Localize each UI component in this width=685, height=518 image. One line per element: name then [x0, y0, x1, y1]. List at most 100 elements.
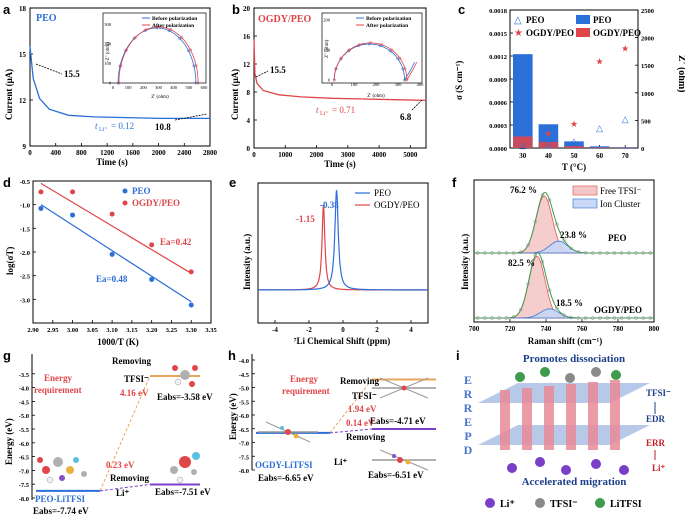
- panel-h-energy2: 0.14 eV: [346, 418, 375, 428]
- panel-a-inset-xtick-label: 100: [125, 85, 133, 90]
- panel-c-bar-ogdy: [589, 147, 610, 148]
- panel-d-point: [38, 205, 44, 211]
- panel-e-ticks: -4 -2 0 2 4: [272, 320, 413, 334]
- panel-i-layer-bottom: [478, 425, 650, 445]
- panel-h-molecule-complex: [258, 421, 318, 443]
- panel-c-bar-ogdy: [513, 136, 533, 148]
- panel-f-bottom-point: [627, 316, 631, 320]
- panel-c-point-peo: △: [519, 140, 526, 150]
- panel-a-inset-xtick-label: 200: [140, 85, 148, 90]
- panel-d-ytick-label: -0.5: [20, 179, 31, 186]
- panel-b-inset-xtick-label: 400: [417, 82, 425, 87]
- panel-e-ogdy-peo-curve: [258, 204, 428, 291]
- panel-g-ticks: -3.5 -4.0 -4.5 -5.0 -5.5 -6.0 -6.5 -7.0 -7.5 -8.0: [19, 372, 35, 503]
- panel-f-bottom-point: [511, 315, 516, 319]
- panel-g-ytick-label: -7.5: [19, 482, 30, 489]
- panel-d-fit-line: [40, 182, 192, 274]
- panel-f-top-point: [612, 251, 617, 255]
- panel-c-bar-peo: [589, 146, 610, 148]
- panel-b-ytick-label: 0: [247, 145, 251, 153]
- panel-d-xtick-label: 3.10: [106, 327, 117, 334]
- panel-b-t-value: = 0.71: [332, 105, 355, 115]
- panel-i-title-bottom: Accelerated migration: [522, 476, 627, 488]
- panel-f-legend1-swatch: [572, 185, 598, 196]
- panel-f-top-point: [641, 251, 645, 255]
- panel-e-legend1: PEO: [374, 188, 392, 198]
- panel-a-t-sub: Li⁺: [99, 126, 108, 133]
- panel-f-top-point: [583, 251, 588, 255]
- panel-d-ea-peo: Ea=0.48: [96, 274, 128, 284]
- panel-a-inset-xtick-label: 300: [155, 85, 163, 90]
- panel-f-bottom-point: [475, 316, 480, 320]
- panel-g-energy-req-2: requirement: [34, 385, 82, 395]
- panel-b-inset-legend2: After polarization: [366, 23, 408, 29]
- panel-f-bottom-point: [583, 316, 588, 320]
- panel-f-bottom-point: [612, 316, 617, 320]
- panel-b-inset-ytick-label: 100: [323, 48, 331, 53]
- panel-c-ytick-right-label: 0: [641, 146, 644, 153]
- panel-h-eabs1: Eabs=-4.71 eV: [370, 416, 426, 426]
- panel-b-xtick-label: 5000: [403, 151, 418, 159]
- panel-a-xtick-label: 1600: [126, 149, 141, 157]
- panel-b-inset-xtick-label: 300: [395, 82, 403, 87]
- panel-f-bottom-point: [526, 282, 530, 286]
- panel-c-bar-peo: [615, 147, 635, 148]
- panel-f-bottom-point: [591, 316, 595, 320]
- panel-a-inset-point: [124, 48, 128, 52]
- panel-e-peak-ogdy: -1.15: [296, 214, 315, 224]
- panel-h-path-tfsi: [329, 379, 373, 434]
- panel-a-inset-ytick-label: 300: [104, 22, 112, 27]
- panel-c-bar-ogdy: [564, 146, 584, 148]
- panel-c-ytick-right-label: 2500: [641, 8, 654, 15]
- panel-a-inset-point: [144, 28, 148, 32]
- panel-a-xtick-label: 800: [76, 149, 87, 157]
- panel-a-frame: [29, 7, 211, 147]
- panel-g-energy2: 0.23 eV: [106, 460, 135, 470]
- panel-g-ytick-label: -7.0: [19, 468, 29, 475]
- panel-c-point-ogdy: ★: [519, 135, 527, 145]
- panel-h-ytick-label: -6.0: [239, 413, 249, 420]
- panel-f-bottom-point: [504, 316, 509, 320]
- panel-c-ytick-right-label: 1500: [641, 63, 654, 70]
- panel-h-ytick-label: -6.5: [239, 427, 250, 434]
- panel-f-xtick-label: 800: [649, 325, 660, 333]
- panel-a-t-symbol: t: [95, 121, 98, 131]
- panel-b-inset-after-curve: [333, 42, 418, 82]
- panel-f-bot-cluster: 18.5 %: [556, 298, 583, 308]
- panel-b-ytick-label: 4: [247, 117, 251, 125]
- panel-e: e Intensity (a.u.) ⁷Li Chemical Shift (p…: [229, 175, 429, 346]
- panel-g-molecule-li: [170, 452, 200, 484]
- panel-b-arrow-initial: [255, 70, 269, 78]
- panel-a-inset-xlabel: Z' (ohm): [151, 95, 169, 100]
- panel-a-t-value: = 0.12: [111, 121, 134, 131]
- panel-b-inset-point: [347, 48, 351, 52]
- panel-d-ytick-label: -1.0: [20, 203, 30, 210]
- panel-d-plot: [38, 182, 194, 308]
- panel-a-inset-xtick-label: 600: [201, 85, 209, 90]
- panel-c-xlabel: T (°C): [562, 162, 586, 172]
- panel-b: b OGDY/PEO Current (μA) Time (s) 0 1000 20…: [230, 2, 427, 169]
- panel-i-letter: i: [456, 348, 460, 363]
- panel-b-initial-value: 15.5: [270, 65, 286, 75]
- panel-c-xtick-label: 40: [545, 152, 553, 160]
- panel-f-bottom-point: [598, 316, 602, 320]
- panel-f-letter: f: [452, 175, 457, 190]
- panel-b-inset-xtick-label: 200: [373, 82, 381, 87]
- panel-c-point-peo: △: [545, 139, 552, 149]
- panel-c-ytick-left-label: 0.0015: [489, 31, 508, 38]
- panel-i-side-letter: R: [464, 401, 473, 415]
- panel-c-ytick-right-label: 500: [641, 118, 651, 125]
- panel-b-t-sub: Li⁺: [320, 110, 329, 117]
- panel-h: h Energy (eV) -4.0 -4.5 -5.0 -5.5 -6.0 -6.5 -7…: [228, 348, 436, 483]
- panel-g-ytick-label: -6.5: [19, 455, 30, 462]
- panel-g-complex: PEO-LiTFSI: [35, 494, 86, 504]
- panel-a-inset-point: [189, 48, 193, 52]
- panel-a-xtick-label: 1200: [100, 149, 115, 157]
- panel-f-top-envelope: [474, 191, 654, 254]
- panel-h-ytick-label: -7.5: [239, 454, 250, 461]
- panel-f-legend2: Ion Cluster: [600, 199, 640, 209]
- panel-c-ytick-left-label: 0.0006: [489, 100, 508, 107]
- panel-c-legend-ogdy-bar: OGDY/PEO: [593, 28, 641, 38]
